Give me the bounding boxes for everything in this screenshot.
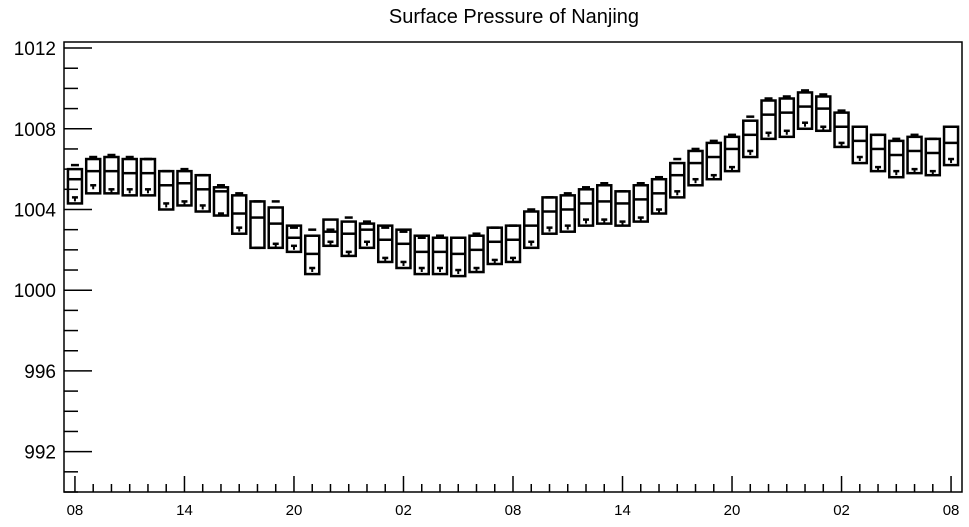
- box: [468, 234, 485, 274]
- y-tick-label: 1008: [14, 120, 56, 141]
- box: [66, 167, 84, 205]
- box: [687, 149, 704, 187]
- x-axis: 08 14 20 02 08 14 20 02 08: [67, 476, 960, 519]
- x-tick-label: 08: [67, 502, 84, 519]
- x-tick-label: 20: [724, 502, 741, 519]
- box: [833, 111, 850, 149]
- box: [924, 137, 942, 177]
- x-tick-label: 08: [505, 502, 522, 519]
- box: [815, 95, 832, 133]
- x-tick-label: 14: [176, 502, 193, 519]
- y-tick-label: 1004: [14, 200, 57, 221]
- box: [796, 91, 814, 131]
- box: [632, 184, 650, 223]
- x-tick-label: 08: [943, 502, 960, 519]
- box: [413, 234, 430, 276]
- box: [577, 188, 595, 227]
- box: [705, 141, 723, 181]
- box: [669, 161, 686, 199]
- y-tick-label: 1000: [14, 281, 56, 302]
- box: [176, 169, 193, 207]
- y-tick-label: 992: [24, 443, 56, 464]
- box: [358, 222, 376, 250]
- y-axis: 992 996 1000 1004 1008 1012: [14, 39, 92, 493]
- box: [723, 135, 741, 173]
- box: [249, 200, 266, 250]
- box: [486, 226, 503, 266]
- x-tick-label: 14: [614, 502, 631, 519]
- box: [760, 99, 777, 141]
- y-tick-label: 996: [24, 362, 56, 383]
- box: [650, 177, 668, 215]
- box: [84, 157, 102, 195]
- box: [340, 220, 357, 258]
- box: [869, 133, 887, 173]
- box: [778, 97, 796, 139]
- box: [504, 224, 522, 264]
- box-series: [66, 89, 960, 278]
- box: [559, 194, 577, 233]
- box: [906, 135, 923, 175]
- box: [121, 157, 138, 197]
- chart-title: Surface Pressure of Nanjing: [389, 6, 639, 28]
- box: [431, 236, 449, 276]
- x-tick-label: 20: [286, 502, 303, 519]
- box: [742, 119, 759, 159]
- box: [395, 228, 412, 270]
- x-tick-label: 02: [833, 502, 850, 519]
- box: [103, 155, 120, 195]
- x-tick-label: 02: [395, 502, 412, 519]
- box: [596, 184, 613, 225]
- y-tick-label: 1012: [14, 39, 56, 60]
- box: [267, 206, 284, 250]
- box: [523, 210, 540, 250]
- box: [376, 224, 394, 264]
- box: [888, 139, 905, 179]
